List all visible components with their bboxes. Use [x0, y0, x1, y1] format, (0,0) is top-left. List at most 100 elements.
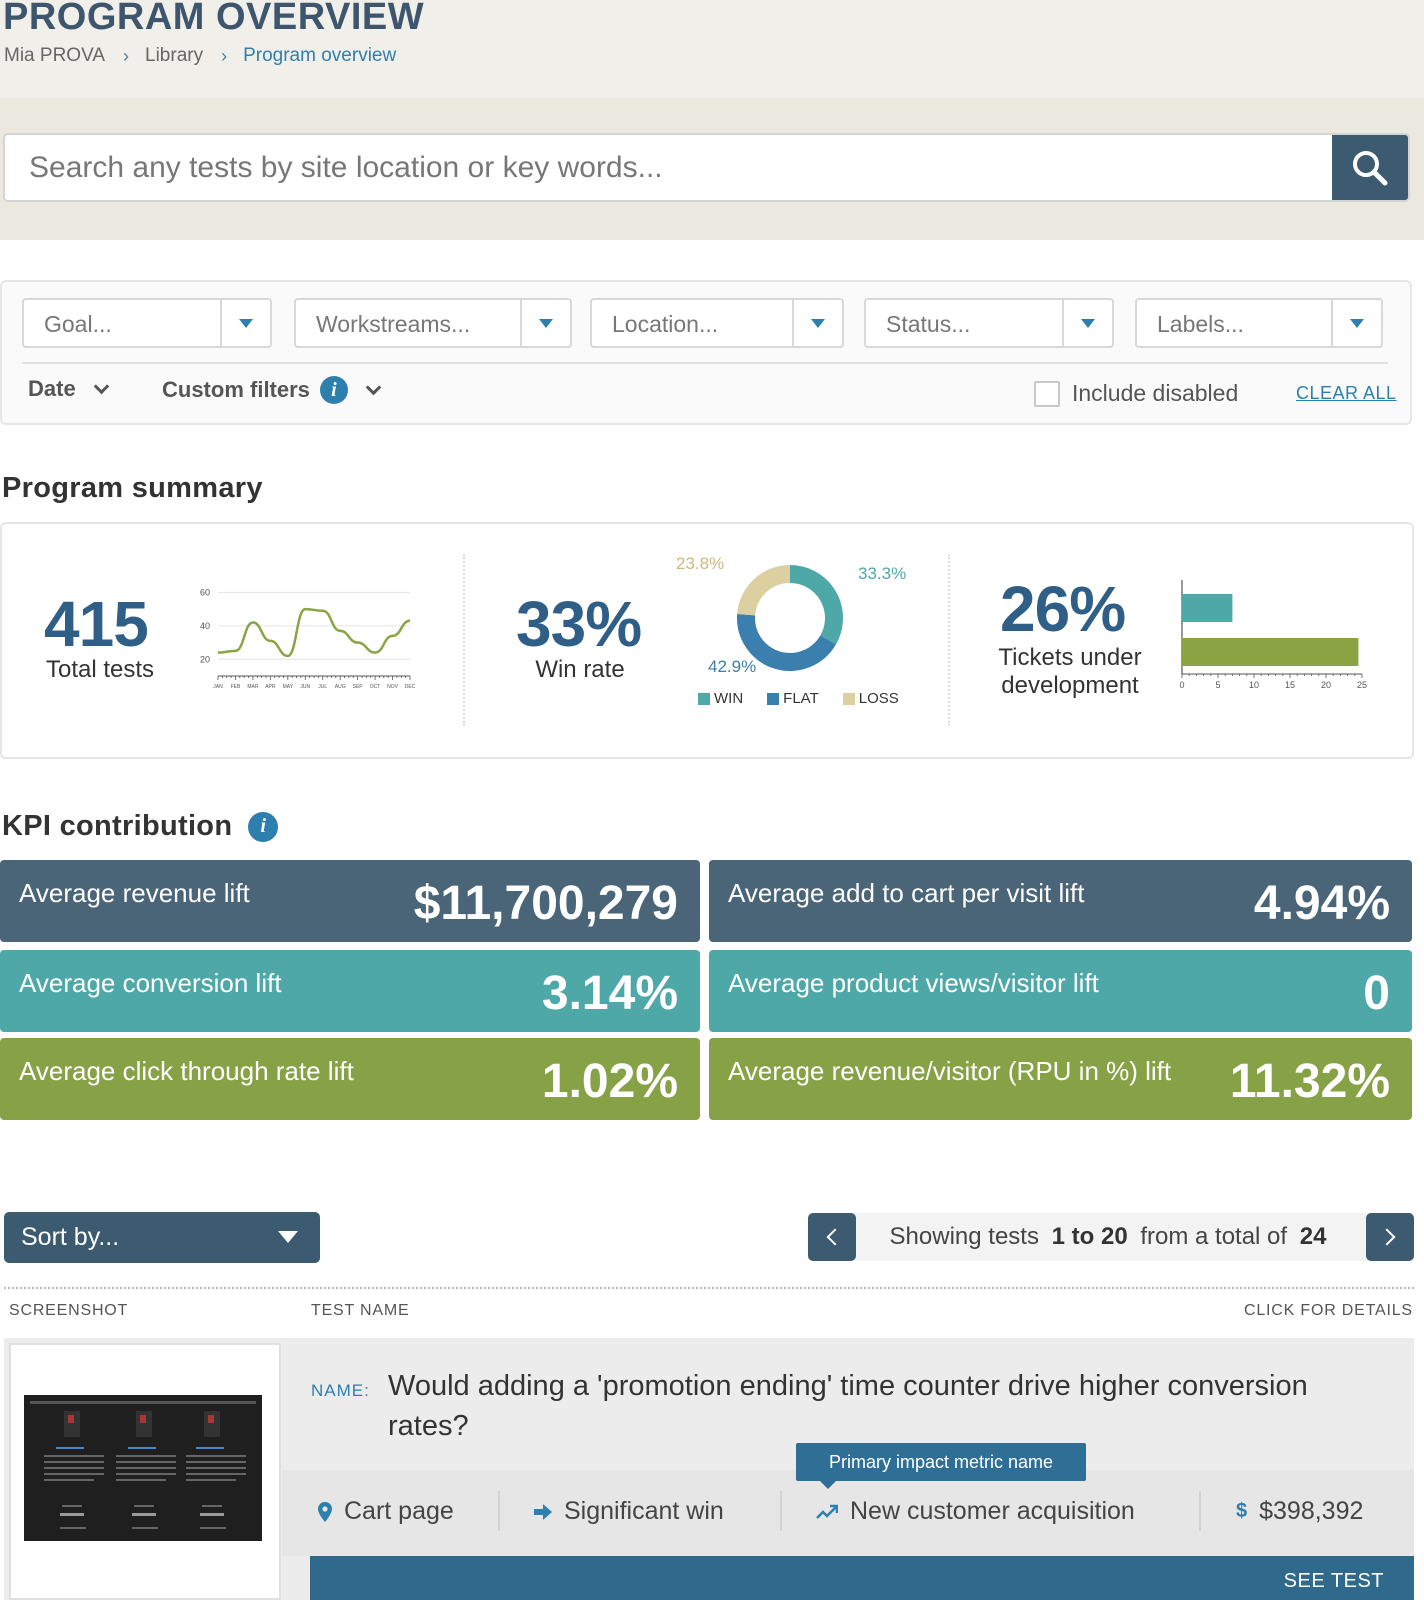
divider	[498, 1491, 500, 1531]
donut-slice-loss	[737, 565, 791, 616]
sort-by-select[interactable]: Sort by...	[4, 1212, 320, 1263]
tickets-value: 26%	[1000, 573, 1126, 645]
kpi-tile: Average product views/visitor lift 0	[709, 950, 1412, 1032]
x-tick-label: OCT	[370, 684, 381, 690]
tickets-bar-chart: 0 5 10 15 20 25	[1179, 580, 1367, 690]
divider	[1199, 1491, 1201, 1531]
kpi-label: Average product views/visitor lift	[728, 968, 1099, 998]
kpi-label: Average add to cart per visit lift	[728, 878, 1085, 908]
location-select[interactable]: Location...	[590, 298, 844, 348]
location-select-label: Location...	[612, 311, 719, 337]
x-tick-label: JUN	[300, 684, 310, 690]
y-tick-label: 40	[200, 621, 210, 631]
legend-label: FLAT	[783, 690, 819, 707]
kpi-label: Average revenue lift	[19, 878, 250, 908]
legend-label: LOSS	[858, 690, 899, 707]
date-filter-toggle[interactable]: Date	[28, 376, 109, 402]
donut-slice-flat	[737, 614, 836, 671]
kpi-value: $11,700,279	[413, 877, 678, 930]
kpi-label: Average revenue/visitor (RPU in %) lift	[728, 1056, 1172, 1086]
x-tick-label: 20	[1321, 680, 1331, 690]
sort-by-label: Sort by...	[21, 1223, 120, 1251]
filter-divider	[22, 362, 1388, 364]
search-input[interactable]	[5, 135, 1335, 200]
breadcrumb-separator-icon: ›	[221, 45, 228, 66]
divider	[463, 554, 465, 726]
workstreams-select[interactable]: Workstreams...	[294, 298, 572, 348]
test-primary-metric-value: New customer acquisition	[850, 1497, 1135, 1525]
labels-select[interactable]: Labels...	[1135, 298, 1383, 348]
breadcrumb-library[interactable]: Library	[145, 45, 204, 66]
donut-label: 33.3%	[858, 564, 906, 583]
divider	[948, 554, 950, 726]
info-icon[interactable]: i	[248, 811, 279, 842]
kpi-tile: Average revenue/visitor (RPU in %) lift 1…	[709, 1038, 1412, 1120]
header: PROGRAM OVERVIEW Mia PROVA › Library › P…	[0, 0, 1424, 240]
breadcrumb-home[interactable]: Mia PROVA	[4, 45, 106, 66]
workstreams-select-label: Workstreams...	[316, 311, 471, 337]
custom-filters-label: Custom filters	[162, 377, 310, 402]
see-test-button[interactable]: SEE TEST	[310, 1556, 1414, 1600]
see-test-label: SEE TEST	[1283, 1570, 1384, 1592]
test-value: $ $398,392	[1236, 1497, 1363, 1526]
program-summary-panel	[0, 522, 1414, 759]
x-tick-label: NOV	[387, 684, 399, 690]
header-top	[0, 0, 1424, 98]
status-select-label: Status...	[886, 311, 971, 337]
info-icon[interactable]: i	[319, 376, 348, 404]
map-pin-icon	[318, 1501, 332, 1522]
search-icon	[1353, 150, 1388, 185]
win-rate-donut-chart: 33.3% 42.9% 23.8%	[676, 554, 906, 676]
divider	[780, 1491, 782, 1531]
breadcrumb-current: Program overview	[243, 45, 397, 66]
next-page-button[interactable]	[1366, 1213, 1414, 1261]
date-filter-label: Date	[28, 376, 76, 401]
pager-prefix: Showing tests	[889, 1223, 1046, 1250]
x-tick-label: SEP	[353, 684, 364, 690]
breadcrumb: Mia PROVA › Library › Program overview	[4, 45, 396, 67]
column-header-screenshot: SCREENSHOT	[9, 1302, 129, 1319]
tickets-label: Tickets under development	[980, 644, 1160, 700]
screenshot-thumbnail	[24, 1395, 262, 1541]
donut-label: 42.9%	[708, 657, 756, 676]
tickets-label-line: Tickets under	[998, 644, 1142, 671]
trend-up-icon	[816, 1504, 838, 1519]
kpi-tile: Average add to cart per visit lift 4.94%	[709, 860, 1412, 942]
donut-slice-win	[789, 565, 843, 645]
test-name-label: NAME:	[311, 1381, 370, 1400]
kpi-label: Average click through rate lift	[19, 1056, 354, 1086]
x-tick-label: 5	[1215, 680, 1220, 690]
search-bar	[3, 133, 1410, 202]
previous-page-button[interactable]	[808, 1213, 856, 1261]
search-button[interactable]	[1332, 135, 1408, 200]
kpi-value: 11.32%	[1229, 1055, 1390, 1108]
custom-filters-toggle[interactable]: Custom filters i	[162, 376, 382, 404]
list-divider	[4, 1287, 1414, 1289]
x-tick-label: 0	[1179, 680, 1184, 690]
pagination: Showing tests 1 to 20 from a total of 24	[808, 1213, 1414, 1261]
kpi-value: 3.14%	[541, 967, 678, 1020]
metric-tooltip: Primary impact metric name	[796, 1443, 1086, 1489]
column-header-details: CLICK FOR DETAILS	[1244, 1302, 1413, 1319]
x-tick-label: JAN	[213, 684, 223, 690]
goal-select[interactable]: Goal...	[22, 298, 272, 348]
chevron-right-icon	[1378, 1228, 1396, 1246]
test-name[interactable]: Would adding a 'promotion ending' time c…	[388, 1370, 1308, 1442]
test-screenshot[interactable]	[9, 1343, 281, 1600]
dropdown-arrow-icon	[278, 1231, 298, 1243]
x-tick-label: FEB	[231, 684, 241, 690]
column-header-test-name: TEST NAME	[311, 1302, 410, 1319]
status-select[interactable]: Status...	[864, 298, 1114, 348]
clear-all-link[interactable]: CLEAR ALL	[1296, 383, 1397, 403]
test-meta-bar	[282, 1470, 1414, 1556]
breadcrumb-separator-icon: ›	[123, 45, 130, 66]
dropdown-arrow-icon	[220, 300, 270, 346]
y-tick-label: 20	[200, 654, 210, 664]
total-tests-value: 415	[44, 588, 149, 660]
tickets-label-line: development	[1001, 672, 1139, 699]
bar	[1182, 594, 1233, 622]
include-disabled-checkbox[interactable]	[1034, 381, 1060, 407]
legend-item-win: WIN	[698, 690, 743, 707]
kpi-tile: Average revenue lift $11,700,279	[0, 860, 700, 942]
